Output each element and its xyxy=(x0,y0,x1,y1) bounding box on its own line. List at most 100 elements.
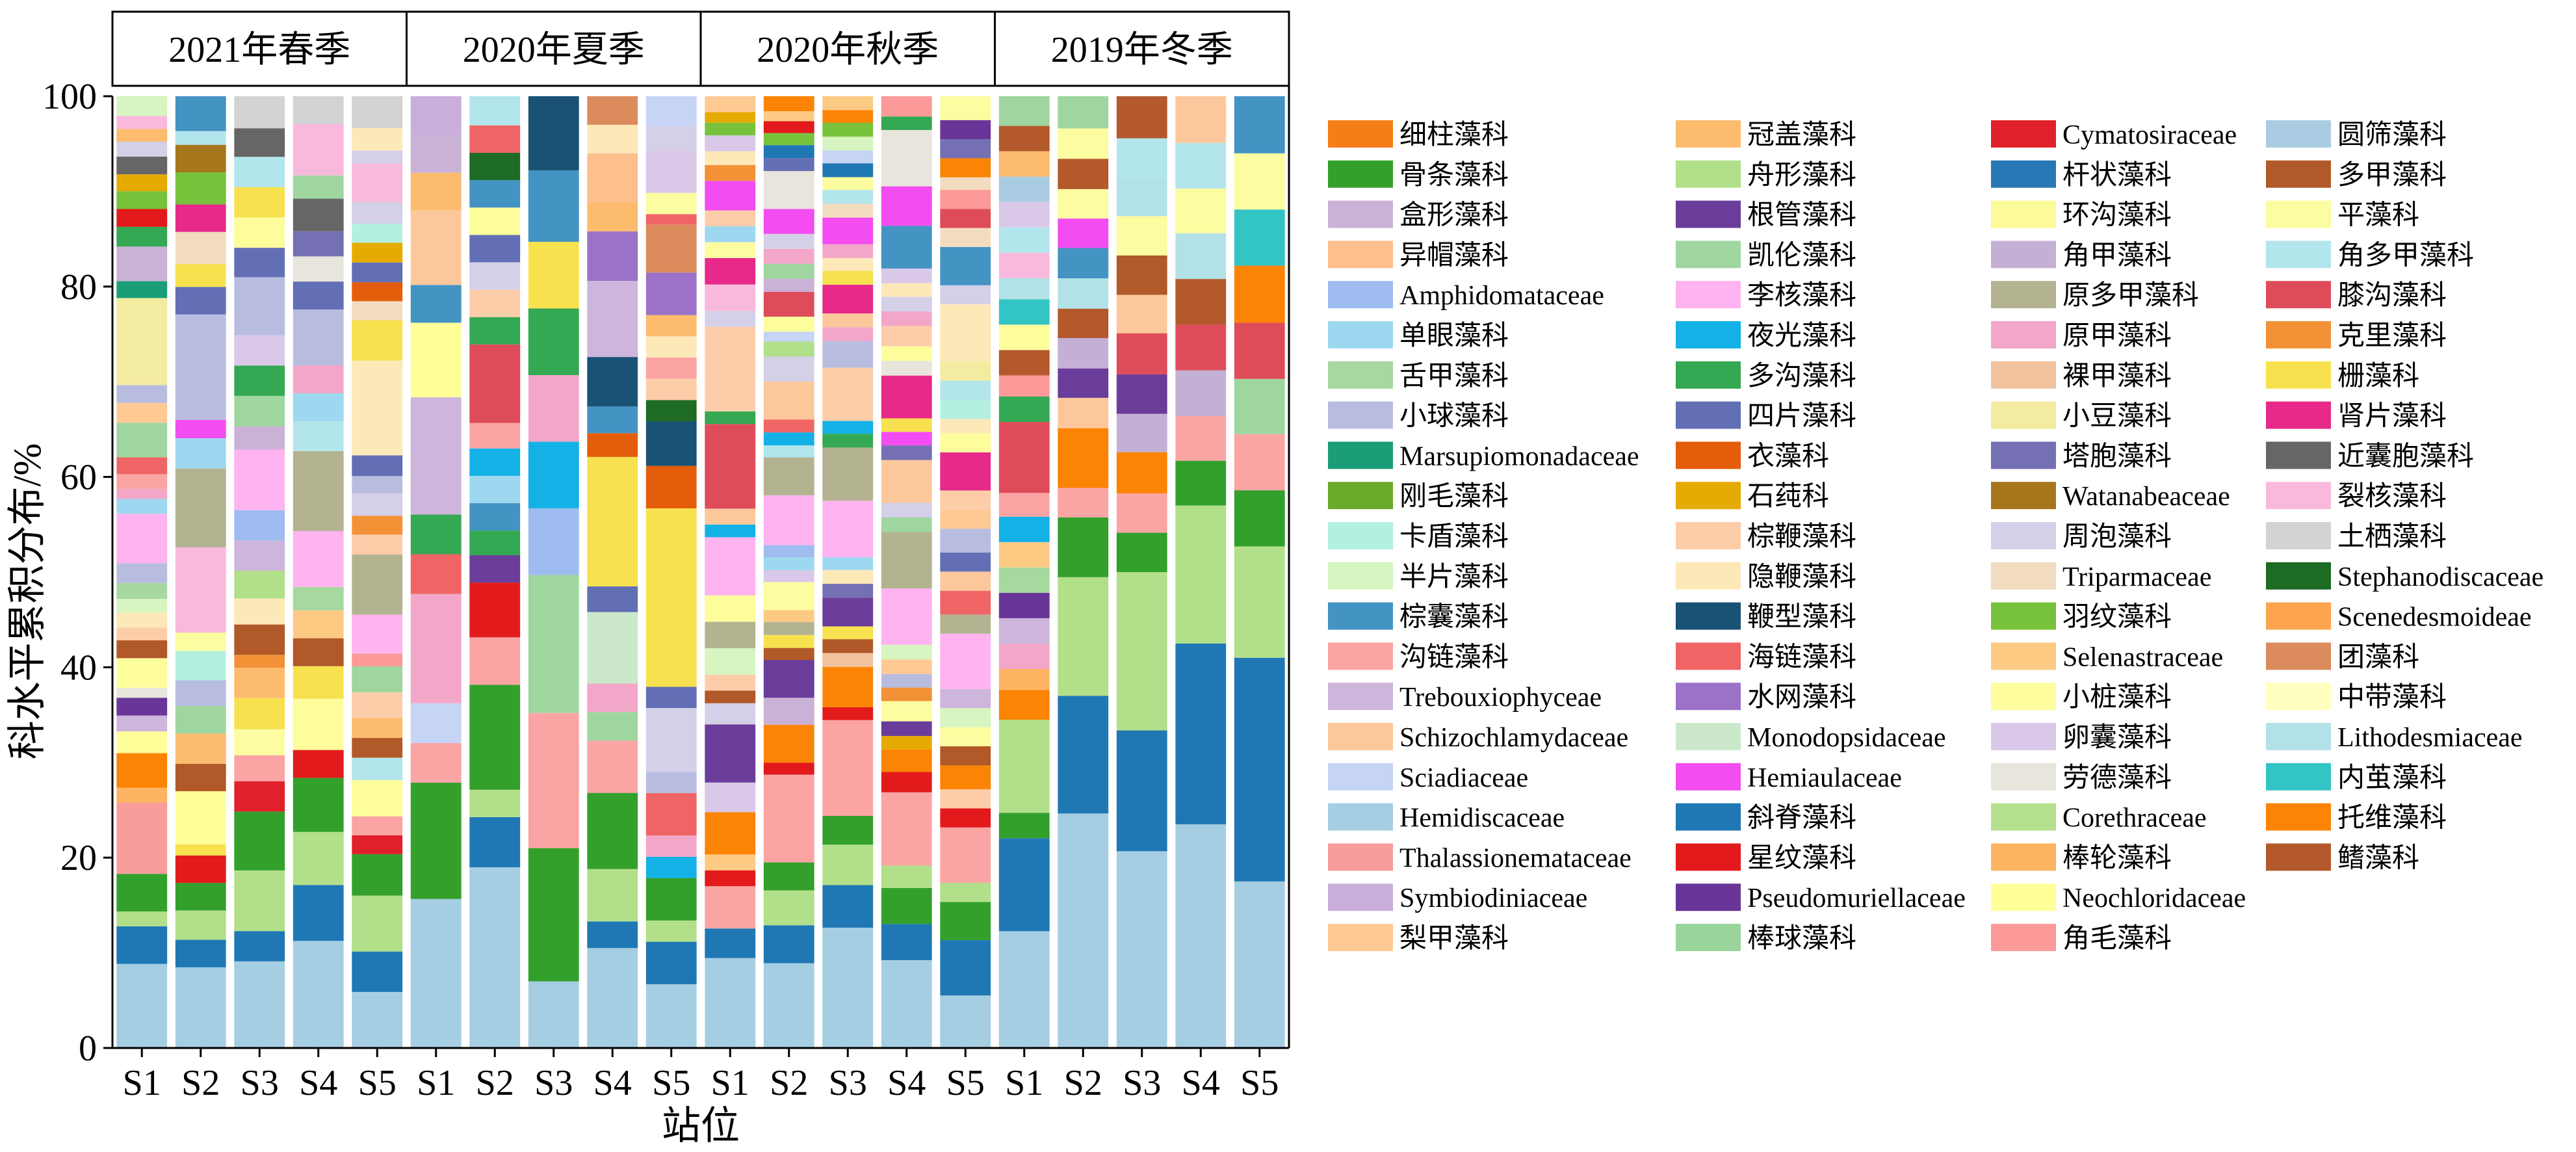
bar-segment xyxy=(645,421,697,466)
bar-segment xyxy=(822,190,874,204)
bar-segment xyxy=(1234,434,1285,491)
bar-segment xyxy=(410,96,462,137)
x-tick-label: S1 xyxy=(123,1063,161,1103)
legend-swatch xyxy=(1676,683,1741,711)
legend-swatch xyxy=(1991,441,2056,469)
legend-swatch xyxy=(2266,803,2331,831)
bar-segment xyxy=(116,423,168,458)
bar-segment xyxy=(410,514,462,555)
bar-segment xyxy=(293,309,344,365)
bar-segment xyxy=(645,224,697,273)
bar-segment xyxy=(116,499,168,514)
bar-segment xyxy=(1234,265,1285,323)
bar-segment xyxy=(175,855,226,884)
bar-segment xyxy=(763,133,814,146)
bar-segment xyxy=(410,397,462,515)
bar-segment xyxy=(645,96,697,126)
legend-label: 根管藻科 xyxy=(1747,201,1856,231)
bar-segment xyxy=(822,720,874,816)
bar-segment xyxy=(116,129,168,142)
bar-segment xyxy=(352,150,403,164)
bar-segment xyxy=(1234,153,1285,210)
bar-segment xyxy=(763,774,814,863)
bar-2019年冬季-S1 xyxy=(998,96,1050,1048)
bar-segment xyxy=(763,432,814,446)
legend-swatch xyxy=(1328,361,1393,389)
bar-segment xyxy=(998,350,1050,376)
legend-item: 棕囊藻科 xyxy=(1328,602,1509,633)
bar-segment xyxy=(293,281,344,310)
bar-segment xyxy=(763,317,814,332)
bar-segment xyxy=(175,967,226,1048)
bar-segment xyxy=(352,835,403,854)
bar-segment xyxy=(1058,218,1109,248)
bar-segment xyxy=(998,324,1050,350)
x-tick-label: S2 xyxy=(476,1063,514,1103)
bar-segment xyxy=(645,687,697,709)
y-axis-title: 科水平累积分布/% xyxy=(6,443,49,760)
legend-item: 棒轮藻科 xyxy=(1991,843,2172,873)
legend-label: Marsupiomonadaceae xyxy=(1399,441,1639,471)
legend-label: 多甲藻科 xyxy=(2337,161,2447,190)
bar-segment xyxy=(116,514,168,564)
bar-segment xyxy=(998,396,1050,423)
legend-swatch xyxy=(2266,522,2331,549)
bar-segment xyxy=(881,375,932,419)
bar-segment xyxy=(1058,278,1109,309)
bar-segment xyxy=(763,457,814,495)
bar-segment xyxy=(116,627,168,640)
legend-item: 中带藻科 xyxy=(2266,683,2447,713)
bar-segment xyxy=(587,683,638,713)
bar-segment xyxy=(116,402,168,423)
bar-2020年秋季-S1 xyxy=(705,96,756,1048)
bar-segment xyxy=(1234,378,1285,434)
legend-swatch xyxy=(1991,241,2056,268)
legend-swatch xyxy=(1328,763,1393,791)
bar-segment xyxy=(940,746,991,766)
legend-item: Cymatosiraceae xyxy=(1991,120,2237,150)
bar-segment xyxy=(763,763,814,775)
bar-segment xyxy=(175,844,226,856)
bar-segment xyxy=(234,510,285,541)
legend-item: 水网藻科 xyxy=(1676,683,1856,713)
legend-swatch xyxy=(1328,441,1393,469)
legend-swatch xyxy=(1676,120,1741,148)
bar-2020年夏季-S3 xyxy=(528,96,579,1048)
bar-segment xyxy=(645,984,697,1048)
legend-label: 羽纹藻科 xyxy=(2062,603,2172,633)
legend-swatch xyxy=(2266,642,2331,670)
legend-swatch xyxy=(1991,160,2056,188)
bar-segment xyxy=(881,311,932,326)
bar-segment xyxy=(940,571,991,591)
legend-label: 周泡藻科 xyxy=(2062,522,2172,552)
legend-swatch xyxy=(1991,482,2056,510)
bar-segment xyxy=(528,848,579,982)
legend-label: 杆状藻科 xyxy=(2062,161,2172,190)
x-tick-label: S3 xyxy=(829,1063,867,1103)
bar-segment xyxy=(1175,643,1227,824)
bar-segment xyxy=(175,910,226,940)
bar-segment xyxy=(293,393,344,421)
legend-label: 团藻科 xyxy=(2337,642,2419,672)
bar-segment xyxy=(881,186,932,226)
legend-item: 细柱藻科 xyxy=(1328,120,1509,150)
legend-swatch xyxy=(1991,401,2056,429)
bar-segment xyxy=(1175,279,1227,325)
bar-segment xyxy=(881,346,932,361)
bar-segment xyxy=(410,285,462,323)
legend-label: 夜光藻科 xyxy=(1747,321,1856,351)
bar-segment xyxy=(645,941,697,984)
bar-segment xyxy=(940,789,991,809)
bar-segment xyxy=(705,311,756,327)
legend-label: 原甲藻科 xyxy=(2062,321,2172,351)
legend-swatch xyxy=(1328,401,1393,429)
bar-segment xyxy=(116,174,168,192)
legend-swatch xyxy=(1328,723,1393,750)
bar-segment xyxy=(234,729,285,755)
legend-label: 环沟藻科 xyxy=(2062,201,2172,231)
bar-segment xyxy=(175,791,226,844)
bar-segment xyxy=(469,530,521,556)
legend-label: 托维藻科 xyxy=(2337,804,2447,833)
bar-segment xyxy=(234,157,285,187)
